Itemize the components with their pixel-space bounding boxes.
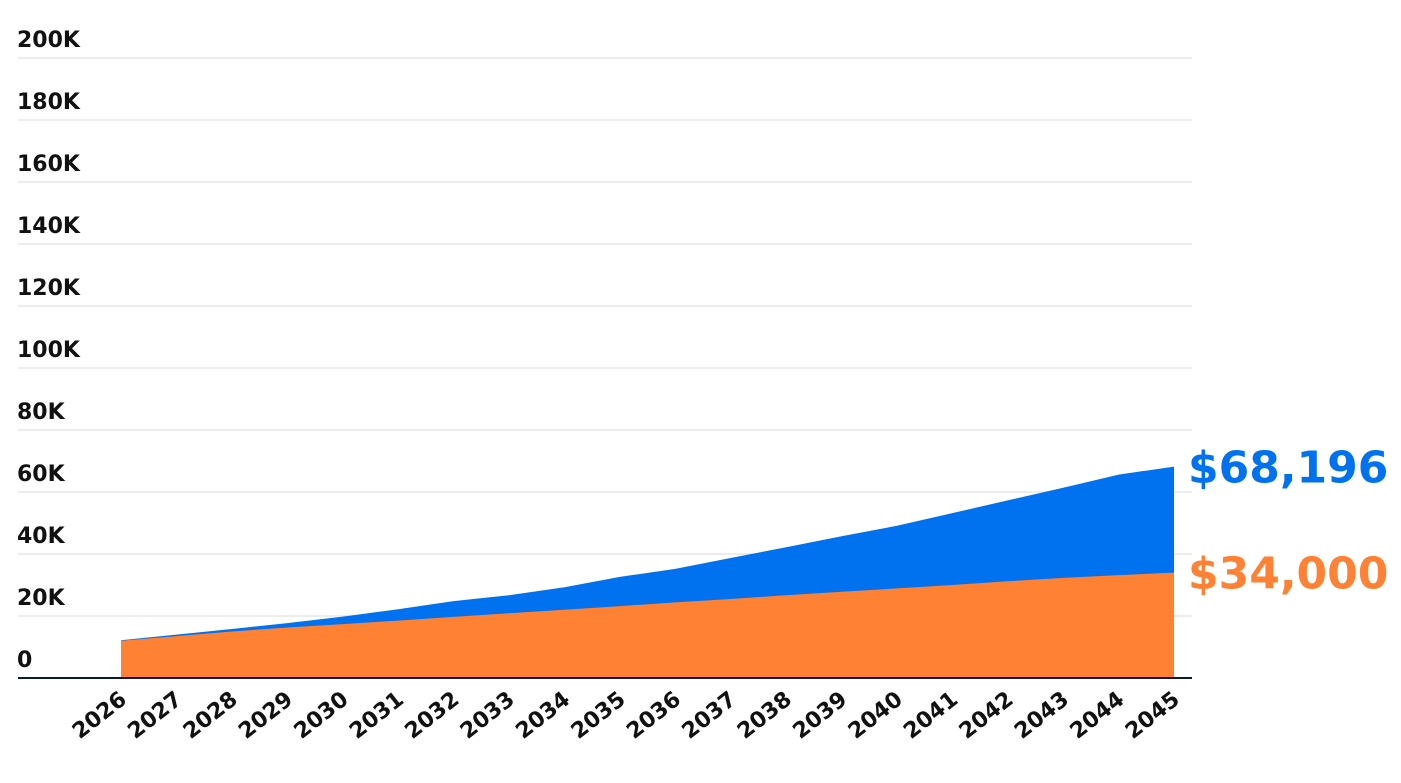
- x-tick-label: 2037: [678, 687, 742, 744]
- y-tick-label: 100K: [17, 338, 81, 363]
- y-tick-label: 180K: [17, 90, 81, 115]
- x-tick-label: 2036: [622, 687, 686, 744]
- y-tick-label: 0: [17, 648, 32, 673]
- x-tick-label: 2044: [1066, 687, 1130, 744]
- x-tick-label: 2038: [733, 687, 797, 744]
- x-tick-label: 2040: [844, 687, 908, 744]
- x-tick-label: 2029: [234, 687, 298, 744]
- y-tick-label: 140K: [17, 214, 81, 239]
- x-tick-label: 2041: [899, 687, 963, 744]
- end-label-total: $68,196: [1188, 443, 1388, 494]
- y-axis-ticks: 0 20K 40K 60K 80K 100K 120K 140K 160K 180K 200K: [17, 28, 81, 673]
- gridlines: [18, 57, 1192, 617]
- x-tick-label: 2039: [789, 687, 853, 744]
- x-tick-label: 2045: [1121, 687, 1185, 744]
- y-tick-label: 80K: [17, 400, 66, 425]
- x-tick-label: 2043: [1010, 687, 1074, 744]
- x-tick-label: 2026: [68, 687, 132, 744]
- y-tick-label: 60K: [17, 462, 66, 487]
- y-tick-label: 120K: [17, 276, 81, 301]
- x-tick-label: 2027: [123, 687, 187, 744]
- x-tick-label: 2028: [179, 687, 243, 744]
- end-label-contribution: $34,000: [1188, 549, 1388, 600]
- end-labels: $68,196 $34,000: [1188, 443, 1388, 600]
- x-tick-label: 2042: [955, 687, 1019, 744]
- y-tick-label: 40K: [17, 524, 66, 549]
- area-series: [121, 466, 1174, 678]
- x-axis-ticks: 2026202720282029203020312032203320342035…: [68, 687, 1185, 744]
- y-tick-label: 200K: [17, 28, 81, 53]
- x-tick-label: 2032: [401, 687, 465, 744]
- x-tick-label: 2035: [567, 687, 631, 744]
- y-tick-label: 20K: [17, 586, 66, 611]
- x-tick-label: 2034: [511, 687, 575, 744]
- x-tick-label: 2031: [345, 687, 409, 744]
- area-contribution-series: [121, 572, 1174, 678]
- x-tick-label: 2030: [290, 687, 354, 744]
- x-tick-label: 2033: [456, 687, 520, 744]
- y-tick-label: 160K: [17, 152, 81, 177]
